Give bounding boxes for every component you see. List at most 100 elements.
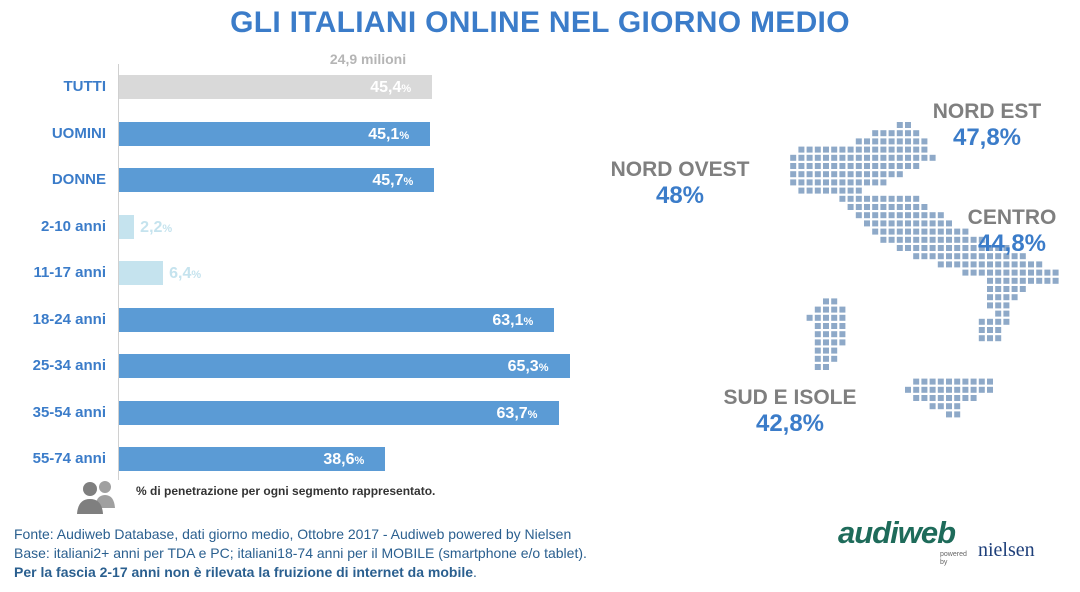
map-dot (1036, 261, 1043, 268)
region-value: 42,8% (755, 410, 825, 437)
category-label: 2-10 anni (40, 217, 106, 235)
map-dot (872, 130, 879, 137)
map-dot (1019, 277, 1026, 284)
map-dot (823, 163, 829, 169)
map-dot (864, 171, 870, 178)
bar-value-label: 63,7% (496, 404, 538, 422)
map-dot (937, 395, 944, 401)
bar (119, 168, 435, 192)
map-dot (978, 327, 985, 333)
map-dot (954, 261, 961, 268)
map-dot (896, 130, 903, 137)
italy-map (790, 122, 1059, 418)
bar-row: 25-34 anni 65,3% (0, 354, 600, 378)
map-dot (888, 154, 895, 161)
map-dot (970, 386, 977, 393)
bar-row: UOMINI 45,1% (0, 121, 600, 146)
map-dot (1028, 261, 1034, 268)
map-dot (888, 236, 895, 243)
map-dot (913, 163, 920, 169)
bar-value-label: 45,7% (372, 172, 414, 189)
map-dot (1011, 253, 1018, 260)
map-dot (987, 294, 993, 301)
map-dot (1003, 269, 1010, 276)
map-dot (872, 179, 879, 186)
map-dot (905, 163, 911, 169)
map-dot (831, 314, 838, 321)
map-dot (937, 386, 944, 393)
map-dot (814, 306, 821, 313)
map-dot (987, 378, 993, 385)
map-dot (839, 331, 846, 338)
map-dot (954, 411, 961, 418)
bar-value-label: 2,2% (140, 218, 173, 236)
map-dot (896, 122, 903, 128)
region-sud-e-isole: SUD E ISOLE 42,8% (700, 386, 880, 438)
map-dot (896, 138, 903, 145)
map-dot (1003, 277, 1010, 284)
map-dot (1003, 294, 1010, 301)
map-dot (831, 146, 838, 153)
map-dot (880, 154, 887, 161)
map-dot (855, 187, 862, 194)
bar-value-label: 63,1% (492, 311, 534, 329)
map-dot (888, 220, 895, 227)
map-dot (798, 171, 805, 178)
map-dot (905, 386, 911, 393)
map-dot (872, 171, 879, 178)
map-dot (896, 212, 903, 219)
map-dot (839, 146, 846, 153)
map-dot (855, 179, 862, 186)
bar-row: TUTTI 45,4% (0, 75, 600, 99)
map-dot (1003, 310, 1010, 317)
category-label: 11-17 anni (33, 264, 106, 281)
map-dot (970, 236, 977, 243)
map-dot (987, 261, 993, 268)
map-dot (888, 212, 895, 219)
map-dot (872, 154, 879, 161)
map-dot (888, 228, 895, 235)
bar (119, 121, 431, 146)
map-dot (929, 403, 936, 410)
map-dot (937, 253, 944, 260)
footer-base-line: Base: italiani2+ anni per TDA e PC; ital… (14, 545, 587, 561)
region-centro: CENTRO 44,8% (942, 206, 1080, 258)
map-dot (913, 220, 920, 227)
map-dot (954, 245, 961, 251)
map-dot (831, 171, 838, 178)
map-dot (896, 146, 903, 153)
map-dot (790, 163, 797, 169)
map-dot (995, 286, 1002, 292)
map-dot (913, 204, 920, 210)
map-dot (880, 236, 887, 243)
map-dot (954, 378, 961, 385)
map-dot (896, 163, 903, 169)
map-dot (962, 253, 969, 260)
map-dot (946, 411, 952, 418)
bar-value-label: 45,4% (370, 79, 412, 96)
map-dot (921, 228, 928, 235)
map-dot (814, 323, 821, 329)
map-dot (929, 212, 936, 219)
map-dot (872, 228, 879, 235)
map-dot (831, 306, 838, 313)
map-dot (847, 146, 854, 153)
map-dot (847, 154, 854, 161)
map-dot (814, 355, 821, 362)
map-dot (839, 154, 846, 161)
map-dot (888, 163, 895, 169)
map-dot (921, 146, 928, 153)
map-dot (937, 212, 944, 219)
map-dot (921, 138, 928, 145)
map-dot (864, 204, 870, 210)
footer-note-end: . (473, 564, 477, 580)
category-label: TUTTI (63, 78, 107, 95)
map-dot (946, 378, 952, 385)
map-dot (929, 154, 936, 161)
map-dot (921, 204, 928, 210)
map-dot (888, 171, 895, 178)
map-dot (946, 245, 952, 251)
map-dot (995, 310, 1002, 317)
map-dot (823, 314, 829, 321)
map-dot (921, 253, 928, 260)
